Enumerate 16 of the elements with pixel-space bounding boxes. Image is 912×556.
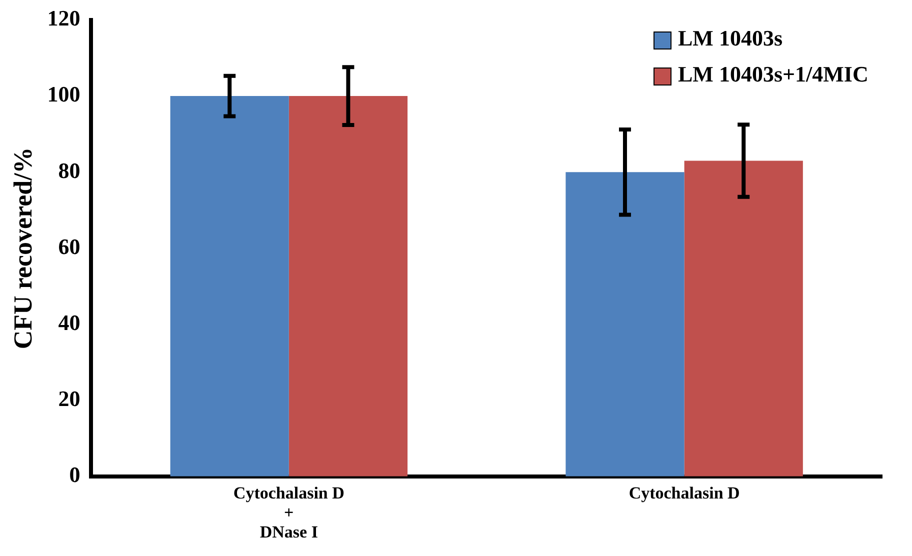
bar xyxy=(684,160,803,476)
y-tick-label: 120 xyxy=(47,6,80,31)
y-tick-label: 20 xyxy=(58,386,80,411)
legend-label: LM 10403s+1/4MIC xyxy=(678,62,868,87)
x-tick-label: Cytochalasin D xyxy=(628,484,740,503)
y-tick-label: 100 xyxy=(47,82,80,107)
y-axis-title: CFU recovered/% xyxy=(8,147,38,350)
y-tick-label: 60 xyxy=(58,234,80,259)
x-tick-label: Cytochalasin D + DNase I xyxy=(233,484,344,542)
y-tick-label: 40 xyxy=(58,310,80,335)
bar xyxy=(170,96,289,476)
bar xyxy=(566,172,684,476)
y-tick-label: 0 xyxy=(69,462,80,488)
y-tick-label: 80 xyxy=(58,158,80,183)
legend-label: LM 10403s xyxy=(678,26,783,51)
bar xyxy=(288,96,408,476)
